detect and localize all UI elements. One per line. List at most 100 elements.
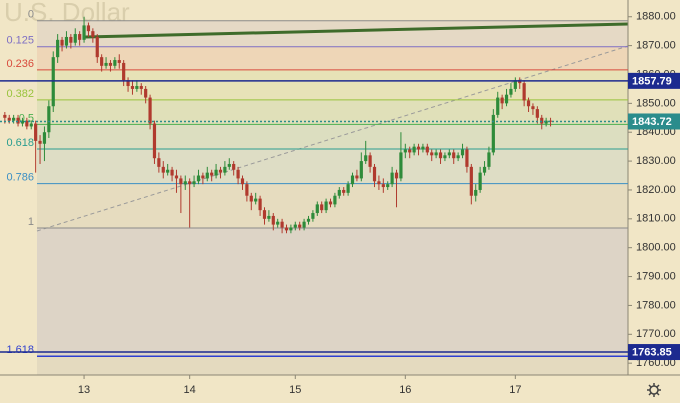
- candle-body: [227, 163, 231, 167]
- price-axis: [628, 0, 680, 375]
- candle-body: [469, 166, 473, 196]
- fib-band: [37, 183, 628, 229]
- candle-body: [531, 106, 535, 110]
- candle-body: [47, 106, 51, 133]
- candle-body: [438, 152, 443, 159]
- candle-body: [478, 172, 482, 190]
- candle-body: [86, 25, 91, 32]
- candle-body: [355, 175, 359, 179]
- candle-body: [258, 198, 262, 211]
- candle-body: [280, 221, 284, 228]
- candle-body: [78, 34, 82, 40]
- candle-body: [130, 86, 135, 89]
- candle-body: [188, 181, 192, 185]
- candle-body: [223, 166, 227, 173]
- fib-band: [37, 228, 628, 357]
- candle-body: [359, 161, 363, 179]
- fib-band: [37, 124, 628, 149]
- candle-body: [535, 109, 539, 118]
- candle-body: [95, 36, 99, 58]
- candle-body: [82, 25, 86, 40]
- candle-body: [245, 184, 249, 196]
- candle-body: [430, 152, 434, 156]
- candle-body: [69, 36, 73, 43]
- candle-body: [179, 178, 183, 185]
- x-tick-label: 14: [184, 384, 196, 396]
- candle-body: [315, 204, 319, 214]
- candle-body: [386, 184, 390, 188]
- candle-body: [42, 132, 47, 144]
- candle-body: [139, 86, 143, 89]
- candle-body: [350, 175, 355, 185]
- candle-body: [126, 80, 130, 87]
- candle-body: [346, 184, 350, 193]
- price-label-box: [628, 344, 680, 361]
- candle-body: [509, 88, 513, 95]
- settings-icon-spokes[interactable]: [647, 383, 661, 397]
- candle-body: [548, 120, 553, 122]
- candle-body: [249, 195, 253, 202]
- fib-label: 0.786: [6, 172, 34, 184]
- fib-label: 0.618: [6, 137, 34, 149]
- candle-body: [104, 62, 108, 66]
- fib-label: 0.236: [6, 58, 34, 70]
- y-tick-label: 1810.00: [636, 213, 676, 225]
- candle-body: [425, 146, 429, 153]
- candle-body: [166, 169, 170, 173]
- candle-body: [289, 227, 293, 231]
- fib-label: 0.125: [6, 35, 34, 47]
- candle-body: [412, 146, 416, 153]
- candle-body: [394, 172, 399, 179]
- settings-icon-ring[interactable]: [649, 385, 659, 395]
- candle-body: [214, 169, 218, 176]
- candle-body: [135, 86, 139, 89]
- candle-body: [16, 117, 20, 124]
- candle-body: [174, 175, 179, 179]
- candle-body: [183, 181, 187, 185]
- candle-body: [236, 169, 240, 179]
- candle-body: [144, 88, 148, 98]
- plot-background: [0, 0, 628, 375]
- candle-body: [364, 155, 368, 162]
- candle-body: [12, 117, 16, 121]
- settings-icon[interactable]: [647, 383, 661, 397]
- candle-body: [157, 158, 161, 167]
- x-tick-label: 17: [509, 384, 521, 396]
- fib-label: 0: [28, 9, 34, 21]
- candle-body: [328, 201, 333, 205]
- candle-body: [161, 166, 165, 173]
- candle-body: [522, 83, 526, 101]
- y-tick-label: 1800.00: [636, 242, 676, 254]
- candle-body: [148, 97, 152, 124]
- candle-body: [122, 62, 126, 81]
- price-label-box: [628, 113, 680, 130]
- candle-body: [29, 123, 33, 127]
- candle-body: [544, 120, 548, 124]
- candle-body: [91, 31, 95, 37]
- candle-body: [196, 175, 201, 182]
- candle-body: [73, 34, 77, 43]
- y-tick-label: 1850.00: [636, 97, 676, 109]
- y-tick-label: 1830.00: [636, 155, 676, 167]
- x-tick-label: 13: [78, 384, 90, 396]
- candle-body: [337, 189, 341, 196]
- candle-body: [320, 204, 324, 211]
- candle-body: [240, 178, 245, 185]
- fib-band: [37, 69, 628, 100]
- candle-body: [293, 224, 297, 228]
- candle-body: [368, 155, 372, 167]
- candle-body: [267, 215, 271, 219]
- price-label: 1857.79: [632, 75, 672, 87]
- y-tick-label: 1870.00: [636, 40, 676, 52]
- candle-body: [526, 100, 531, 107]
- candle-body: [482, 166, 487, 173]
- candle-body: [56, 39, 60, 58]
- candle-body: [284, 227, 289, 231]
- candle-body: [416, 146, 421, 150]
- candle-body: [170, 169, 174, 176]
- candle-body: [218, 169, 223, 173]
- candle-body: [452, 152, 456, 159]
- candle-body: [504, 94, 509, 104]
